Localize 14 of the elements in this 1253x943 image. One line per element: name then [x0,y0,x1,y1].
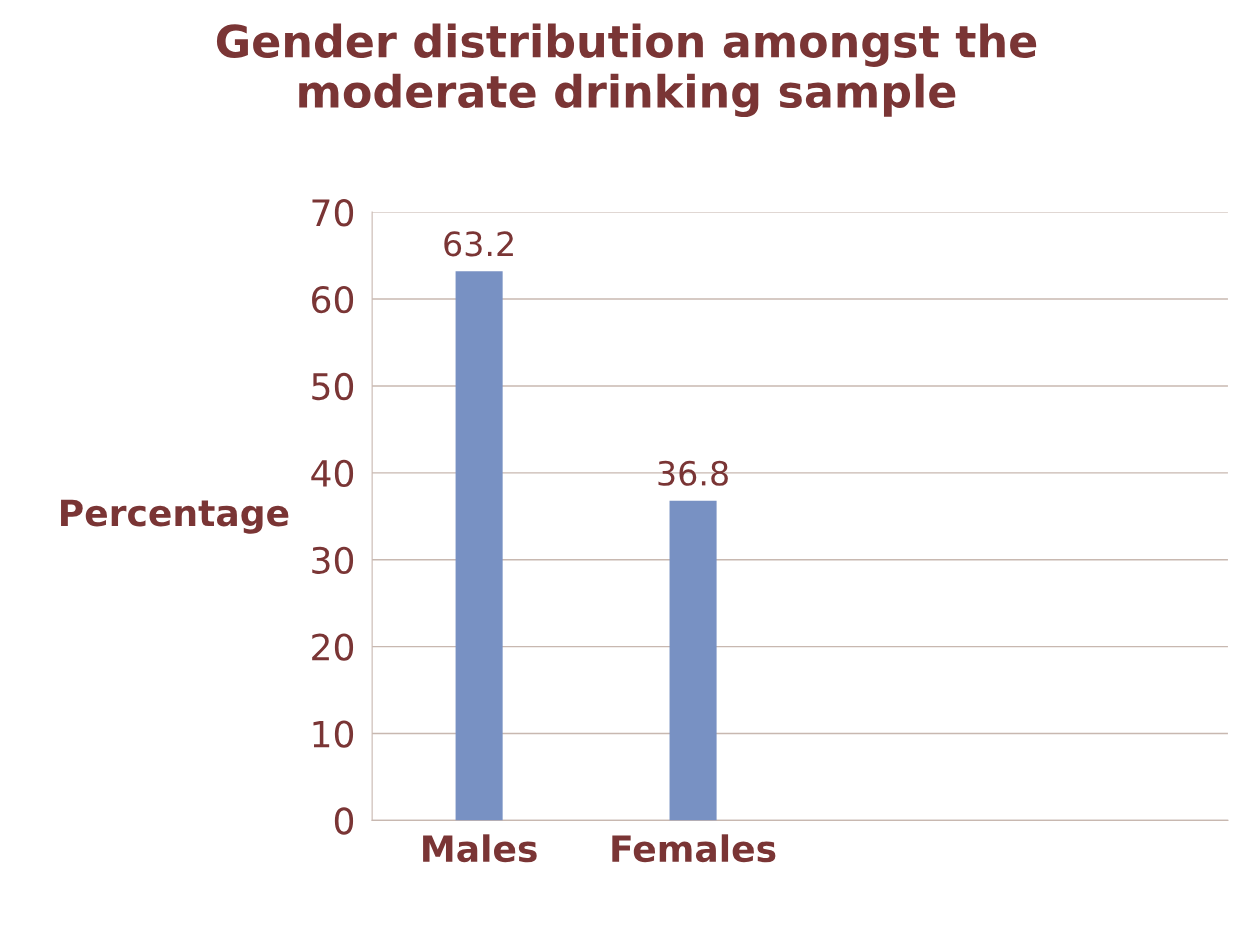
data-label: 63.2 [444,231,513,257]
y-tick-label: 20 [312,633,354,661]
y-tick-label: 10 [313,720,354,748]
data-label: 36.8 [658,460,728,486]
y-tick-label: 60 [312,285,354,314]
y-tick-label: 50 [312,372,354,401]
x-tick-label: Females [612,834,776,863]
y-tick-label: 70 [312,199,354,227]
y-tick-label: 40 [311,459,354,488]
y-tick-label: 30 [312,546,354,574]
chart-title: Gender distribution amongst the moderate drinking sample [216,23,1037,118]
x-tick-label: Males [423,834,537,863]
y-tick-label: 0 [334,807,354,835]
y-axis-title: Percentage [61,499,289,534]
